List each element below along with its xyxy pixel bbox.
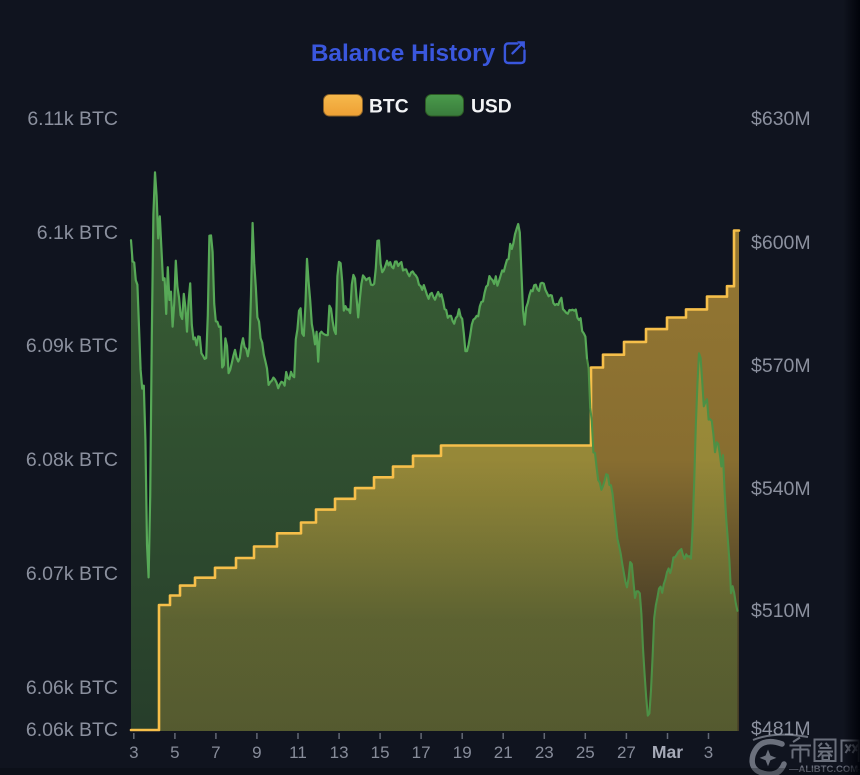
svg-text:27: 27 (617, 743, 636, 762)
svg-text:3: 3 (704, 743, 713, 762)
svg-text:5: 5 (170, 743, 179, 762)
svg-text:6.09k BTC: 6.09k BTC (26, 335, 118, 357)
svg-text:USD: USD (471, 97, 512, 118)
svg-text:—ALIBTC.COM—: —ALIBTC.COM— (789, 764, 860, 775)
svg-text:25: 25 (576, 743, 595, 762)
svg-text:21: 21 (494, 743, 513, 762)
svg-text:11: 11 (289, 743, 307, 762)
svg-text:3: 3 (129, 743, 138, 762)
svg-text:13: 13 (330, 743, 349, 762)
svg-text:$630M: $630M (751, 108, 811, 130)
svg-text:23: 23 (535, 743, 554, 762)
svg-text:9: 9 (252, 743, 261, 762)
svg-text:6.1k BTC: 6.1k BTC (37, 222, 118, 244)
svg-text:6.11k BTC: 6.11k BTC (27, 108, 118, 130)
svg-text:Mar: Mar (652, 742, 683, 762)
svg-text:6.08k BTC: 6.08k BTC (26, 449, 118, 471)
svg-text:15: 15 (371, 743, 390, 762)
svg-text:$540M: $540M (751, 478, 811, 500)
svg-text:$600M: $600M (751, 232, 811, 254)
svg-text:$570M: $570M (751, 355, 811, 377)
svg-text:19: 19 (453, 743, 472, 762)
svg-text:7: 7 (211, 743, 220, 762)
svg-text:$510M: $510M (751, 600, 811, 622)
svg-text:BTC: BTC (369, 97, 409, 118)
svg-text:6.07k BTC: 6.07k BTC (26, 563, 118, 585)
svg-text:6.06k BTC: 6.06k BTC (26, 677, 118, 699)
svg-text:Balance History: Balance History (311, 40, 496, 67)
svg-text:6.06k BTC: 6.06k BTC (26, 719, 118, 741)
svg-text:17: 17 (412, 743, 431, 762)
